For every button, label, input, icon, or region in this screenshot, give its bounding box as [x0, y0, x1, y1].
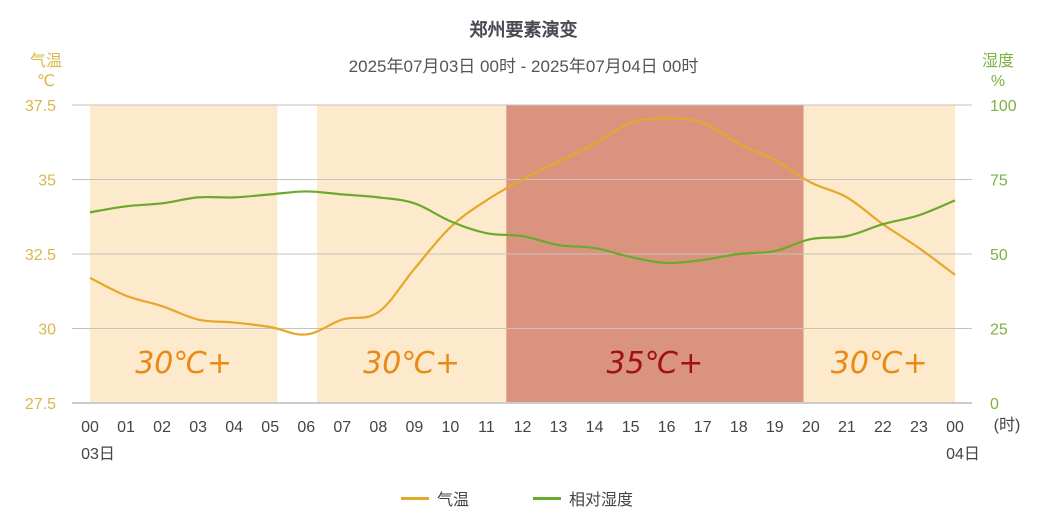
- left-axis-tick: 27.5: [25, 396, 56, 413]
- x-axis-tick: 01: [117, 419, 135, 436]
- temperature-line: [89, 117, 956, 336]
- x-axis-tick: 12: [514, 419, 532, 436]
- right-axis-tick: 0: [990, 396, 999, 413]
- x-axis-tick: 06: [297, 419, 315, 436]
- legend-label-temperature: 气温: [437, 492, 470, 509]
- x-axis-tick: 21: [838, 419, 856, 436]
- x-axis-tick: 20: [802, 419, 820, 436]
- gridlines: [72, 104, 972, 404]
- left-axis-tick: 30: [38, 322, 56, 339]
- x-axis-tick: 23: [910, 419, 928, 436]
- chart-subtitle: 2025年07月03日 00时 - 2025年07月04日 00时: [348, 57, 699, 76]
- x-axis-tick: 02: [153, 419, 171, 436]
- left-axis-tick: 32.5: [25, 247, 56, 264]
- data-lines: [89, 117, 956, 336]
- x-axis-tick: 10: [442, 419, 460, 436]
- x-axis-date-start: 03日: [81, 446, 115, 463]
- x-axis-tick: 18: [730, 419, 748, 436]
- x-axis-tick: 14: [586, 419, 604, 436]
- right-axis-title-unit: %: [990, 73, 1006, 90]
- chart-title: 郑州要素演变: [469, 20, 578, 40]
- left-axis-title-unit: ℃: [37, 73, 55, 90]
- band-labels: 30℃+ 30℃+ 35℃+ 30℃+: [135, 346, 928, 381]
- x-axis-tick: 08: [369, 419, 387, 436]
- x-axis-tick: 09: [405, 419, 423, 436]
- band-label-0: 30℃+: [135, 346, 232, 381]
- x-axis-tick: 03: [189, 419, 207, 436]
- right-axis-title: 湿度 %: [968, 52, 1028, 92]
- right-axis-tick: 25: [990, 322, 1008, 339]
- legend-item-temperature[interactable]: 气温: [401, 486, 469, 510]
- x-axis-date-end: 04日: [946, 446, 980, 463]
- x-axis-tick: 05: [261, 419, 279, 436]
- x-axis-tick: 17: [694, 419, 712, 436]
- x-axis-tick: 00: [81, 419, 99, 436]
- band-label-3: 30℃+: [831, 346, 928, 381]
- band-label-2: 35℃+: [606, 346, 703, 381]
- right-axis-tick: 50: [990, 247, 1008, 264]
- x-axis-tick: 16: [658, 419, 676, 436]
- right-axis-tick: 75: [990, 173, 1008, 190]
- legend-swatch-temperature: [401, 496, 429, 500]
- x-axis-unit: (时): [994, 416, 1021, 434]
- left-axis-tick: 35: [38, 173, 56, 190]
- legend-label-humidity: 相对湿度: [569, 492, 634, 509]
- right-axis-title-name: 湿度: [981, 53, 1014, 70]
- legend-swatch-humidity: [533, 496, 561, 500]
- legend: 气温 相对湿度: [0, 486, 1047, 510]
- x-axis-tick: 22: [874, 419, 892, 436]
- x-axis-tick: 19: [766, 419, 784, 436]
- left-axis-tick: 37.5: [25, 98, 56, 115]
- x-axis-tick: 15: [622, 419, 640, 436]
- right-axis-tick: 100: [990, 98, 1017, 115]
- x-axis-tick: 04: [225, 419, 243, 436]
- x-axis-tick: 13: [550, 419, 568, 436]
- legend-item-humidity[interactable]: 相对湿度: [533, 486, 633, 510]
- x-axis-tick: 07: [333, 419, 351, 436]
- x-axis-tick: 00: [946, 419, 964, 436]
- left-axis-title: 气温 ℃: [18, 52, 74, 92]
- humidity-line: [89, 190, 956, 265]
- band-label-1: 30℃+: [363, 346, 460, 381]
- x-axis-tick: 11: [478, 419, 495, 436]
- left-axis-title-name: 气温: [29, 53, 62, 70]
